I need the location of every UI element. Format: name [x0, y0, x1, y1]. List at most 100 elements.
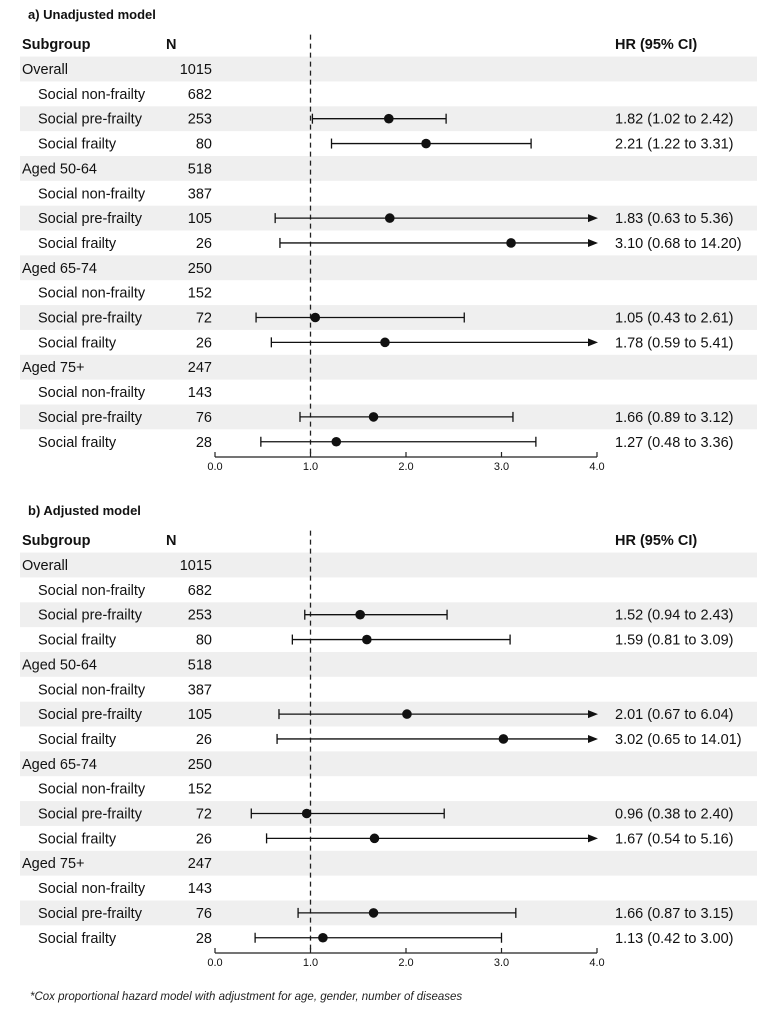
- subgroup-label: Social non-frailty: [38, 87, 146, 103]
- n-value: 1015: [180, 558, 212, 574]
- hr-ci-text: 2.21 (1.22 to 3.31): [615, 137, 734, 153]
- hr-ci-text: 3.02 (0.65 to 14.01): [615, 732, 742, 748]
- n-value: 28: [196, 435, 212, 451]
- n-value: 253: [188, 112, 212, 128]
- group-label: Overall: [22, 558, 68, 574]
- n-value: 518: [188, 161, 212, 177]
- group-label: Aged 50-64: [22, 657, 97, 673]
- ci-arrow: [588, 710, 598, 719]
- subgroup-label: Social frailty: [38, 732, 117, 748]
- n-value: 76: [196, 906, 212, 922]
- n-value: 518: [188, 657, 212, 673]
- hr-ci-text: 1.66 (0.89 to 3.12): [615, 410, 734, 426]
- x-tick-label: 4.0: [589, 461, 604, 473]
- subgroup-label: Social pre-frailty: [38, 807, 143, 823]
- hr-ci-text: 3.10 (0.68 to 14.20): [615, 236, 742, 252]
- row-band: [20, 56, 757, 82]
- subgroup-label: Social pre-frailty: [38, 608, 143, 624]
- subgroup-label: Social frailty: [38, 831, 117, 847]
- subgroup-label: Social frailty: [38, 236, 117, 252]
- hr-ci-text: 1.82 (1.02 to 2.42): [615, 112, 734, 128]
- row-band: [20, 850, 757, 876]
- n-value: 143: [188, 881, 212, 897]
- subgroup-label: Social frailty: [38, 335, 117, 351]
- ci-arrow: [588, 834, 598, 843]
- group-label: Overall: [22, 62, 68, 78]
- n-value: 387: [188, 186, 212, 202]
- n-value: 26: [196, 335, 212, 351]
- x-tick-label: 1.0: [303, 957, 318, 969]
- n-value: 387: [188, 682, 212, 698]
- subgroup-label: Social pre-frailty: [38, 707, 143, 723]
- subgroup-label: Social pre-frailty: [38, 906, 143, 922]
- subgroup-label: Social non-frailty: [38, 583, 146, 599]
- hr-point: [355, 609, 365, 620]
- row-band: [20, 751, 757, 777]
- x-tick-label: 2.0: [398, 461, 413, 473]
- n-value: 152: [188, 782, 212, 798]
- n-value: 247: [188, 360, 212, 376]
- n-value: 250: [188, 757, 212, 773]
- subgroup-label: Social frailty: [38, 931, 117, 947]
- column-header-hr: HR (95% CI): [615, 533, 697, 549]
- ci-arrow: [588, 338, 598, 347]
- group-label: Aged 65-74: [22, 757, 97, 773]
- column-header-n: N: [166, 533, 176, 549]
- group-label: Aged 75+: [22, 360, 85, 376]
- n-value: 247: [188, 856, 212, 872]
- n-value: 72: [196, 311, 212, 327]
- panel-title: a) Unadjusted model: [28, 7, 156, 22]
- subgroup-label: Social pre-frailty: [38, 211, 143, 227]
- hr-ci-text: 1.83 (0.63 to 5.36): [615, 211, 734, 227]
- ci-arrow: [588, 214, 598, 223]
- hr-point: [368, 908, 379, 918]
- hr-ci-text: 1.27 (0.48 to 3.36): [615, 435, 734, 451]
- subgroup-label: Social non-frailty: [38, 186, 146, 202]
- subgroup-label: Social frailty: [38, 435, 117, 451]
- n-value: 76: [196, 410, 212, 426]
- n-value: 80: [196, 137, 212, 153]
- x-tick-label: 2.0: [398, 957, 413, 969]
- panel-title: b) Adjusted model: [28, 503, 141, 518]
- group-label: Aged 50-64: [22, 161, 97, 177]
- n-value: 72: [196, 807, 212, 823]
- n-value: 28: [196, 931, 212, 947]
- subgroup-label: Social pre-frailty: [38, 410, 143, 426]
- subgroup-label: Social non-frailty: [38, 682, 146, 698]
- row-band: [20, 155, 757, 181]
- n-value: 682: [188, 87, 212, 103]
- group-label: Aged 75+: [22, 856, 85, 872]
- hr-point: [369, 833, 380, 844]
- hr-ci-text: 1.52 (0.94 to 2.43): [615, 608, 734, 624]
- hr-ci-text: 2.01 (0.67 to 6.04): [615, 707, 734, 723]
- n-value: 250: [188, 261, 212, 277]
- ci-arrow: [588, 238, 598, 247]
- hr-ci-text: 1.13 (0.42 to 3.00): [615, 931, 734, 947]
- n-value: 253: [188, 608, 212, 624]
- hr-point: [362, 634, 372, 645]
- footnote: *Cox proportional hazard model with adju…: [30, 991, 463, 1003]
- ci-arrow: [588, 734, 598, 743]
- row-band: [20, 651, 757, 677]
- n-value: 152: [188, 286, 212, 302]
- x-tick-label: 3.0: [494, 461, 509, 473]
- row-band: [20, 255, 757, 281]
- subgroup-label: Social non-frailty: [38, 286, 146, 302]
- hr-point: [368, 412, 379, 422]
- hr-point: [506, 238, 516, 248]
- hr-ci-text: 1.59 (0.81 to 3.09): [615, 633, 734, 649]
- hr-point: [384, 213, 395, 223]
- hr-ci-text: 1.67 (0.54 to 5.16): [615, 831, 734, 847]
- n-value: 1015: [180, 62, 212, 78]
- n-value: 105: [188, 211, 212, 227]
- column-header-subgroup: Subgroup: [22, 533, 91, 549]
- n-value: 26: [196, 236, 212, 252]
- row-band: [20, 354, 757, 380]
- hr-ci-text: 1.66 (0.87 to 3.15): [615, 906, 734, 922]
- subgroup-label: Social pre-frailty: [38, 311, 143, 327]
- hr-point: [301, 808, 312, 819]
- subgroup-label: Social non-frailty: [38, 782, 146, 798]
- n-value: 26: [196, 732, 212, 748]
- subgroup-label: Social frailty: [38, 137, 117, 153]
